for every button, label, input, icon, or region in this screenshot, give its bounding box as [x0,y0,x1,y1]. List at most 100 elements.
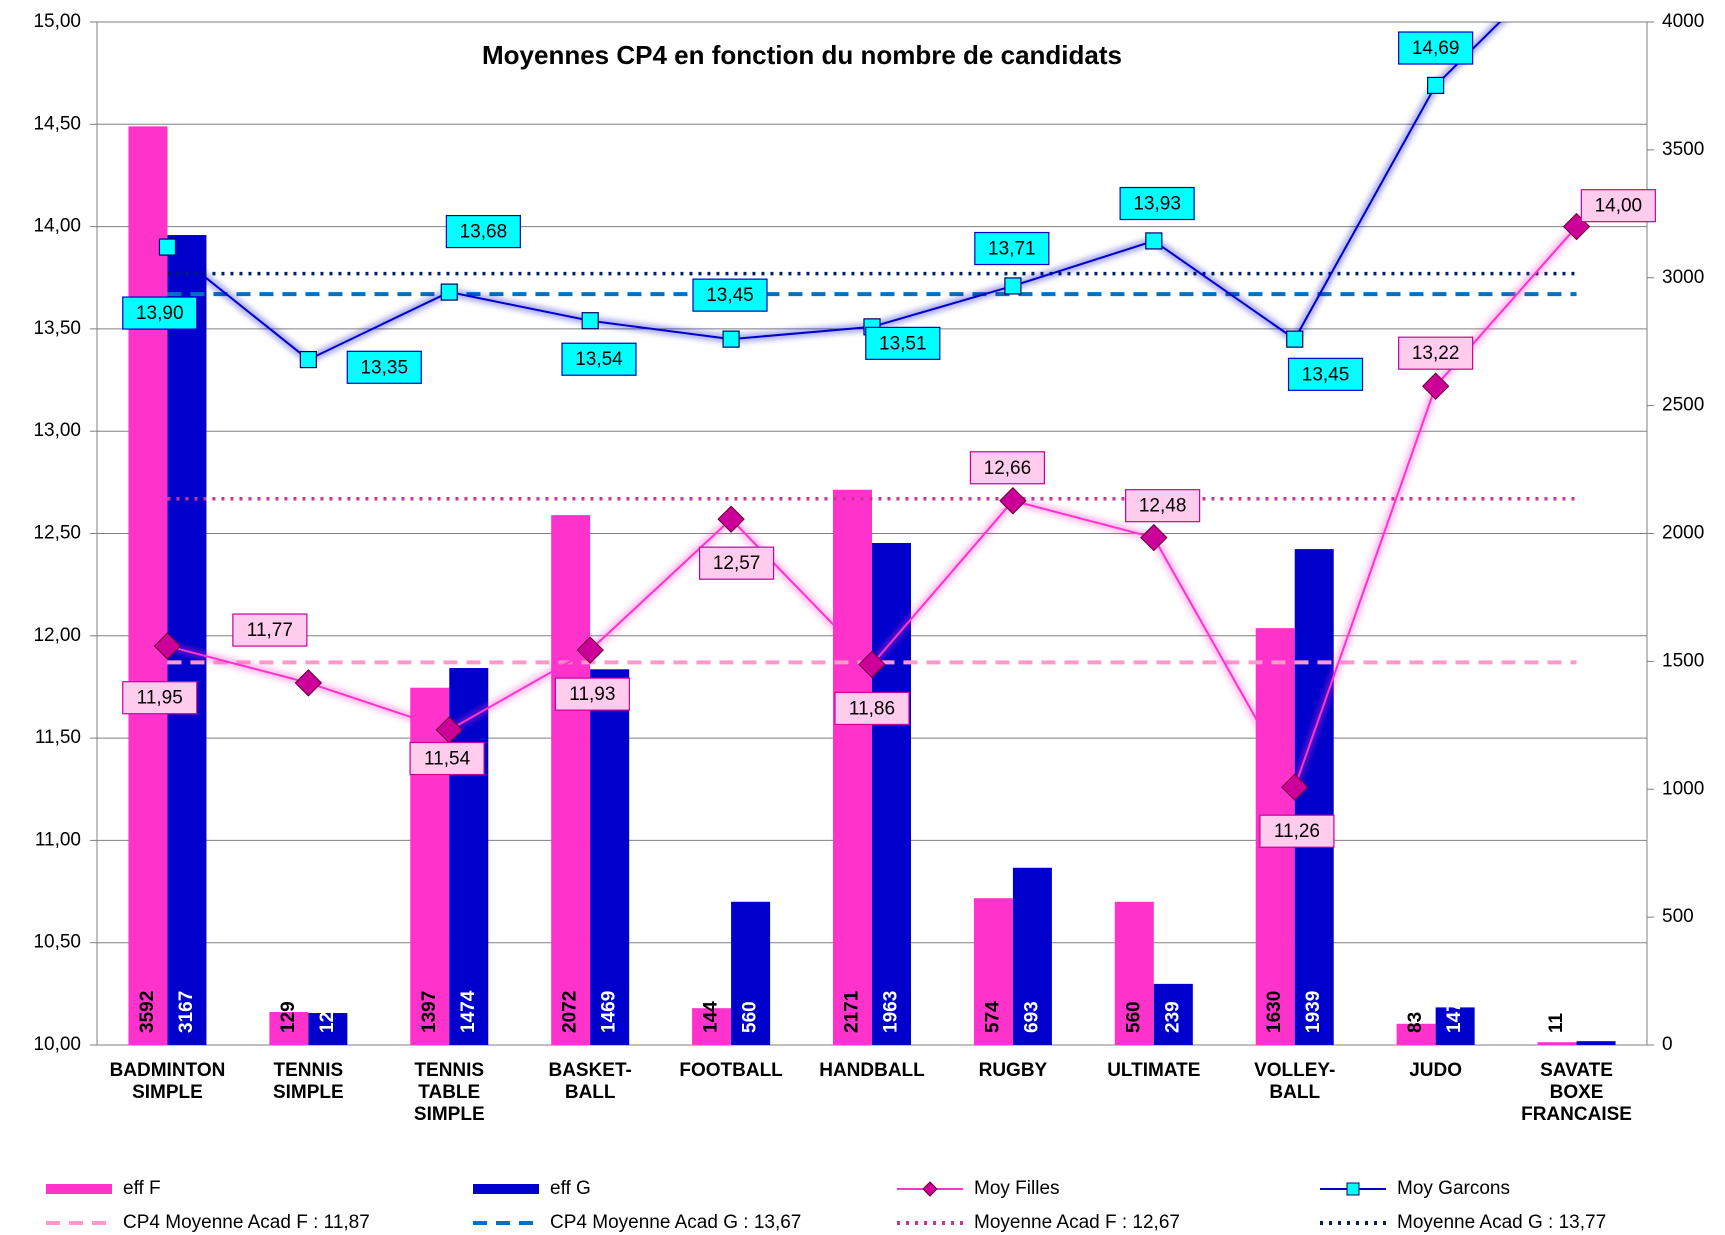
bar-value-label: 147 [1444,1001,1465,1033]
bar [1012,867,1052,1045]
data-label: 14,69 [1412,38,1460,59]
data-label-box [122,681,198,715]
marker [294,669,323,697]
bar [833,489,872,1046]
data-label-box [698,546,775,580]
marker [158,238,177,256]
legend-swatch [473,1184,539,1194]
x-tick-label: JUDO [1409,1060,1462,1081]
y2-tick-label: 500 [1662,906,1694,927]
data-label: 12,48 [1139,496,1187,517]
data-label-box [1398,336,1474,370]
data-label: 13,68 [460,222,508,243]
bar [1537,1042,1577,1045]
data-label: 11,86 [849,698,895,719]
bar [731,901,771,1045]
data-label-box [1398,31,1474,65]
bar-value-label: 560 [1123,1001,1144,1033]
legend-marker [922,1181,938,1197]
legend-label: eff G [550,1178,591,1199]
legend-marker [1346,1182,1360,1196]
bar-value-label: 239 [1162,1001,1183,1033]
bar-value-label: 3592 [137,991,158,1033]
data-label-box [1125,489,1201,523]
marker [1286,330,1304,348]
y2-tick-label: 2000 [1662,523,1704,544]
bar-value-label: 3167 [176,991,197,1033]
data-label: 13,45 [1302,364,1350,385]
bar [1576,1041,1616,1045]
x-tick-label: VOLLEY-BALL [1254,1060,1335,1103]
marker [153,632,182,660]
marker [717,505,745,533]
y-tick-label: 14,00 [33,216,81,237]
x-tick-label: TENNIS SIMPLE [273,1060,344,1103]
bar-value-label: 2171 [842,990,863,1033]
data-label-box [554,677,630,711]
y2-tick-label: 3000 [1662,267,1704,288]
marker [999,487,1027,515]
marker [1140,523,1168,552]
marker [1281,773,1309,801]
bar [128,126,168,1045]
data-label: 12,66 [984,458,1032,479]
data-label: 11,54 [424,749,471,770]
x-tick-label: FOOTBALL [679,1060,783,1081]
bar [269,1012,309,1045]
y-tick-label: 12,50 [33,523,81,544]
data-label: 13,93 [1133,194,1181,215]
bar [973,898,1013,1045]
data-label-box [974,231,1050,266]
bar-value-label: 83 [1405,1012,1426,1033]
data-label: 11,93 [569,684,615,705]
legend-label: Moyenne Acad G : 13,77 [1397,1212,1606,1233]
legend-label: CP4 Moyenne Acad G : 13,67 [550,1212,801,1233]
x-tick-label: RUGBY [979,1060,1048,1081]
data-label-box [445,214,521,249]
bar [308,1013,348,1045]
marker [576,636,604,664]
x-tick-label: HANDBALL [819,1060,925,1081]
bar [1294,549,1334,1045]
bar-value-label: 15 [1585,1011,1606,1033]
bar [551,515,591,1045]
y-tick-label: 10,00 [33,1034,81,1055]
y2-tick-label: 0 [1662,1034,1673,1055]
data-label-box [1119,186,1195,221]
x-tick-label: BASKET-BALL [548,1060,631,1103]
data-label: 12,57 [713,553,761,574]
data-label-box [561,342,637,376]
bar-value-label: 144 [701,1001,722,1033]
marker [581,312,599,330]
legend-label: CP4 Moyenne Acad F : 11,87 [123,1212,370,1233]
marker [858,650,886,679]
data-label: 13,71 [988,239,1036,260]
y-tick-label: 11,00 [35,829,81,850]
y2-tick-label: 1000 [1662,778,1704,799]
bar-value-label: 1397 [419,991,440,1033]
marker [299,350,317,369]
y2-tick-label: 2500 [1662,395,1704,416]
marker [1004,277,1022,295]
y-tick-label: 14,50 [33,113,81,134]
data-label-box [692,278,768,312]
x-tick-label: BADMINTON SIMPLE [110,1060,226,1103]
chart-title: Moyennes CP4 en fonction du nombre de ca… [482,40,1122,70]
marker [722,330,740,348]
bar-value-label: 1469 [599,991,620,1033]
bar [1114,901,1154,1045]
bar-value-label: 129 [278,1001,299,1033]
data-label: 11,26 [1274,821,1320,842]
data-label: 13,45 [706,285,754,306]
x-tick-label: ULTIMATE [1107,1060,1200,1081]
y-tick-label: 12,00 [33,625,81,646]
y2-tick-label: 4000 [1662,11,1704,32]
data-label-box [1580,189,1656,223]
bar [590,669,630,1045]
data-label-box [409,741,485,776]
marker [1421,372,1450,400]
bar [1153,983,1193,1045]
data-label: 13,51 [879,333,927,354]
data-label-box [834,691,910,726]
